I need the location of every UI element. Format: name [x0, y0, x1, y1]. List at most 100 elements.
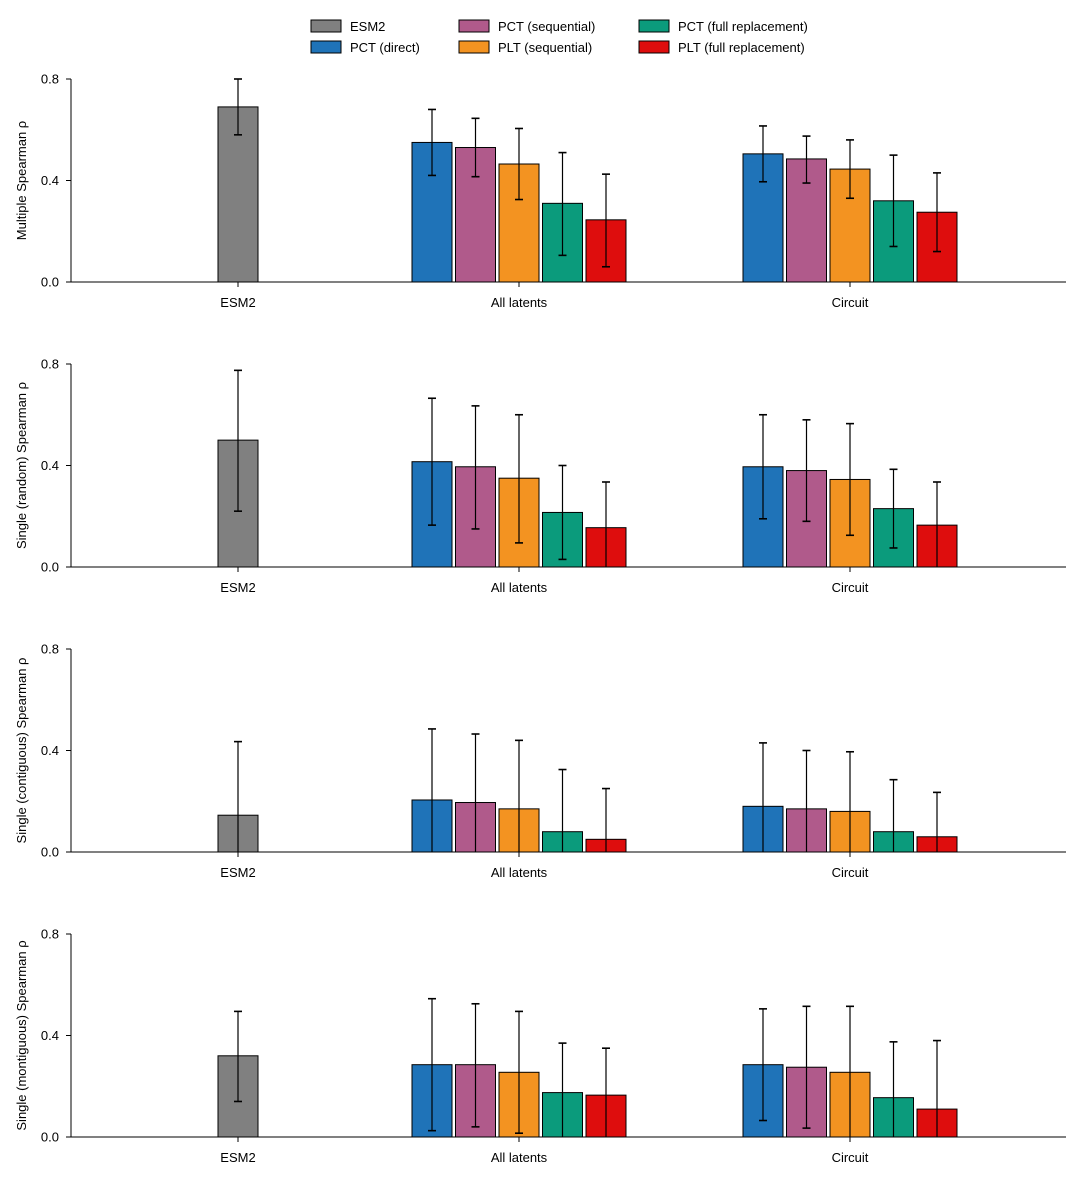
y-tick-label: 0.8: [41, 927, 59, 942]
error-bar-pct-full-replacement: [558, 768, 567, 852]
error-bar-plt-sequential: [846, 1005, 854, 1137]
panel-2: 0.0 0.4 0.8 Single (random) Spearman ρ ESM2 A…: [14, 357, 1066, 595]
error-bar-pct-direct: [759, 742, 767, 852]
x-tick-label-circuit: Circuit: [832, 295, 869, 310]
bar-group-esm2: [217, 78, 259, 283]
error-bar-pct-direct: [428, 728, 436, 852]
y-tick-label: 0.8: [41, 72, 59, 87]
error-bar-esm2: [234, 1010, 242, 1103]
bar-group-circuit: [742, 742, 958, 853]
y-axis-label: Multiple Spearman ρ: [14, 121, 29, 240]
bar-group-esm2: [217, 1010, 259, 1138]
error-bar-plt-full-replacement: [933, 172, 941, 253]
error-bar-plt-sequential: [846, 750, 854, 852]
error-bar-plt-full-replacement: [602, 481, 610, 567]
bar-group-all-latents: [411, 108, 627, 283]
error-bar-pct-direct: [759, 125, 767, 183]
error-bar-plt-full-replacement: [602, 787, 610, 852]
bar-group-circuit: [742, 413, 958, 568]
bar-group-circuit: [742, 1005, 958, 1138]
error-bar-plt-sequential: [515, 127, 523, 201]
bar-group-all-latents: [411, 728, 627, 853]
bar-group-all-latents: [411, 397, 627, 568]
y-axis-label: Single (random) Spearman ρ: [14, 382, 29, 549]
y-tick-label: 0.4: [41, 1028, 59, 1043]
y-tick-label: 0.4: [41, 458, 59, 473]
x-tick-label-all-latents: All latents: [491, 580, 548, 595]
error-bar-plt-sequential: [515, 413, 523, 544]
error-bar-pct-sequential: [802, 135, 811, 184]
legend-label-plt-full-replacement: PLT (full replacement): [678, 40, 805, 55]
error-bar-plt-full-replacement: [602, 1047, 610, 1137]
x-tick-label-esm2: ESM2: [220, 295, 255, 310]
y-tick-label: 0.4: [41, 743, 59, 758]
panel-4: 0.0 0.4 0.8 Single (montiguous) Spearman ρ E…: [14, 927, 1066, 1165]
error-bar-plt-full-replacement: [602, 173, 610, 268]
y-tick-label: 0.0: [41, 275, 59, 290]
error-bar-plt-sequential: [515, 1010, 523, 1134]
error-bar-plt-full-replacement: [933, 791, 941, 852]
bar-esm2: [217, 106, 259, 283]
x-tick-label-all-latents: All latents: [491, 295, 548, 310]
y-tick-label: 0.8: [41, 642, 59, 657]
x-tick-label-circuit: Circuit: [832, 580, 869, 595]
error-bar-pct-sequential: [802, 1005, 811, 1129]
error-bar-plt-full-replacement: [933, 1039, 941, 1137]
legend: ESM2 PCT (direct) PCT (sequential) PLT (seq…: [310, 19, 808, 55]
error-bar-pct-direct: [759, 413, 767, 520]
error-bar-pct-full-replacement: [889, 1041, 898, 1137]
x-tick-label-circuit: Circuit: [832, 1150, 869, 1165]
x-tick-label-esm2: ESM2: [220, 1150, 255, 1165]
legend-label-pct-full-replacement: PCT (full replacement): [678, 19, 808, 34]
legend-swatch-plt-sequential: [458, 40, 490, 54]
y-axis-label: Single (contiguous) Spearman ρ: [14, 658, 29, 844]
y-tick-label: 0.0: [41, 845, 59, 860]
bar-group-esm2: [217, 740, 259, 853]
panel-1: 0.0 0.4 0.8 Multiple Spearman ρ ESM2 All late…: [14, 72, 1066, 310]
y-tick-label: 0.0: [41, 560, 59, 575]
legend-label-plt-sequential: PLT (sequential): [498, 40, 592, 55]
legend-swatch-pct-full-replacement: [638, 19, 670, 33]
error-bar-pct-sequential: [471, 733, 480, 852]
error-bar-pct-direct: [428, 997, 436, 1132]
error-bar-pct-sequential: [471, 117, 480, 178]
legend-label-pct-direct: PCT (direct): [350, 40, 420, 55]
y-tick-label: 0.4: [41, 173, 59, 188]
error-bar-plt-sequential: [846, 139, 854, 200]
error-bar-pct-full-replacement: [889, 468, 898, 549]
legend-swatch-pct-sequential: [458, 19, 490, 33]
error-bar-esm2: [234, 369, 242, 512]
error-bar-plt-full-replacement: [933, 481, 941, 567]
panel-3: 0.0 0.4 0.8 Single (contiguous) Spearman ρ E…: [14, 642, 1066, 880]
legend-swatch-pct-direct: [310, 40, 342, 54]
legend-swatch-plt-full-replacement: [638, 40, 670, 54]
error-bar-esm2: [234, 78, 242, 136]
error-bar-pct-sequential: [802, 749, 811, 852]
bar-group-esm2: [217, 369, 259, 568]
x-tick-label-all-latents: All latents: [491, 1150, 548, 1165]
error-bar-pct-direct: [428, 397, 436, 526]
legend-label-pct-sequential: PCT (sequential): [498, 19, 595, 34]
error-bar-pct-sequential: [471, 405, 480, 530]
x-tick-label-esm2: ESM2: [220, 865, 255, 880]
bar-group-all-latents: [411, 997, 627, 1138]
error-bar-pct-full-replacement: [889, 778, 898, 852]
y-axis-label: Single (montiguous) Spearman ρ: [14, 940, 29, 1130]
error-bar-pct-full-replacement: [558, 464, 567, 561]
legend-label-esm2: ESM2: [350, 19, 385, 34]
error-bar-pct-full-replacement: [558, 151, 567, 257]
y-tick-label: 0.0: [41, 1130, 59, 1145]
bar-group-circuit: [742, 125, 958, 283]
error-bar-pct-sequential: [471, 1002, 480, 1128]
error-bar-pct-direct: [759, 1008, 767, 1122]
y-tick-label: 0.8: [41, 357, 59, 372]
error-bar-pct-direct: [428, 108, 436, 177]
legend-swatch-esm2: [310, 19, 342, 33]
error-bar-plt-sequential: [846, 422, 854, 537]
error-bar-plt-sequential: [515, 739, 523, 852]
x-tick-label-esm2: ESM2: [220, 580, 255, 595]
error-bar-pct-full-replacement: [889, 154, 898, 248]
x-tick-label-circuit: Circuit: [832, 865, 869, 880]
x-tick-label-all-latents: All latents: [491, 865, 548, 880]
error-bar-esm2: [234, 740, 242, 852]
